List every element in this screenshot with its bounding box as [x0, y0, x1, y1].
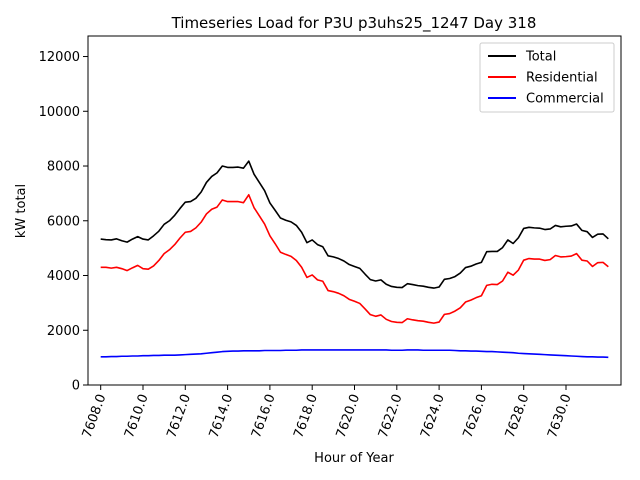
legend-label-commercial: Commercial	[526, 92, 604, 107]
x-axis-label: Hour of Year	[314, 451, 394, 466]
y-tick-label: 2000	[47, 324, 80, 339]
y-tick-label: 12000	[39, 50, 80, 65]
y-tick-label: 0	[72, 379, 80, 394]
series-line-total	[100, 160, 609, 289]
legend: Total Residential Commercial	[479, 42, 615, 113]
series-line-commercial	[100, 349, 609, 359]
legend-box	[479, 42, 615, 113]
plot-area-frame	[87, 35, 622, 386]
y-tick-label: 10000	[39, 105, 80, 120]
y-tick-label: 4000	[47, 269, 80, 284]
legend-label-residential: Residential	[526, 71, 598, 86]
y-axis-ticks: 0 2000 4000 6000 8000 10000 12000	[39, 50, 88, 394]
y-axis-label: kW total	[14, 184, 29, 238]
series-line-residential	[100, 193, 609, 324]
y-tick-label: 6000	[47, 214, 80, 229]
y-tick-label: 8000	[47, 160, 80, 175]
series-lines	[100, 160, 609, 359]
legend-label-total: Total	[525, 50, 556, 65]
chart-title: Timeseries Load for P3U p3uhs25_1247 Day…	[171, 14, 537, 33]
legend-entries: Total Residential Commercial	[488, 50, 604, 107]
